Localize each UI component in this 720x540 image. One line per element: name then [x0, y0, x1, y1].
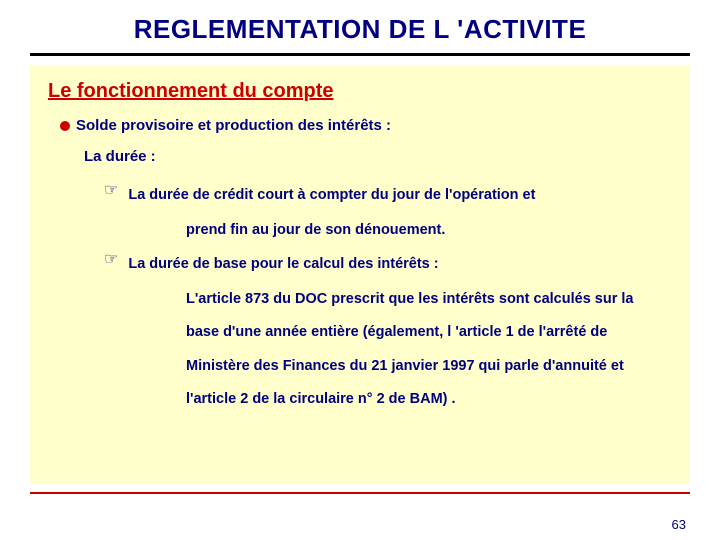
- item2-line5: l'article 2 de la circulaire n° 2 de BAM…: [186, 383, 672, 416]
- title-area: REGLEMENTATION DE L 'ACTIVITE: [0, 0, 720, 45]
- list-item: ☞ La durée de base pour le calcul des in…: [104, 248, 672, 281]
- item2-line1: La durée de base pour le calcul des inté…: [128, 248, 438, 281]
- bullet-level1: Solde provisoire et production des intér…: [60, 117, 672, 134]
- page-title: REGLEMENTATION DE L 'ACTIVITE: [0, 14, 720, 45]
- slide: REGLEMENTATION DE L 'ACTIVITE Le fonctio…: [0, 0, 720, 540]
- subtitle: Le fonctionnement du compte: [48, 80, 672, 103]
- list-item: ☞ La durée de crédit court à compter du …: [104, 179, 672, 212]
- page-number: 63: [672, 517, 686, 532]
- item2-line4: Ministère des Finances du 21 janvier 199…: [186, 350, 672, 383]
- pointing-hand-icon: ☞: [104, 180, 118, 200]
- bottom-divider: [30, 492, 690, 494]
- item1-line1: La durée de crédit court à compter du jo…: [128, 179, 535, 212]
- bullet-dot-icon: [60, 121, 70, 131]
- item2-line2: L'article 873 du DOC prescrit que les in…: [186, 283, 672, 316]
- content-box: Le fonctionnement du compte Solde provis…: [30, 66, 690, 484]
- top-divider: [30, 53, 690, 56]
- item1-line2: prend fin au jour de son dénouement.: [186, 214, 672, 247]
- pointing-hand-icon: ☞: [104, 249, 118, 269]
- item2-line3: base d'une année entière (également, l '…: [186, 316, 672, 349]
- level3-list: ☞ La durée de crédit court à compter du …: [104, 179, 672, 416]
- level2-heading: La durée :: [84, 148, 672, 165]
- bullet1-text: Solde provisoire et production des intér…: [76, 117, 391, 134]
